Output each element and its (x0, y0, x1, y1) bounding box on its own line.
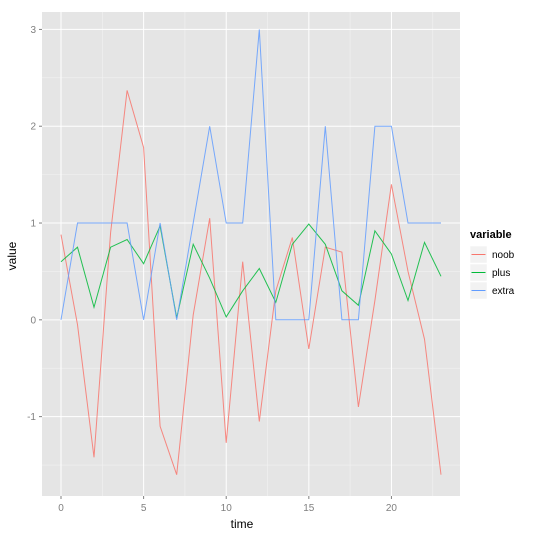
legend: variable noob plus extra (469, 229, 515, 300)
legend-title: variable (470, 229, 512, 241)
x-tick-label: 20 (386, 503, 398, 514)
series-line-extra (60, 29, 441, 321)
x-tick-label: 5 (141, 503, 147, 514)
series-line-plus (60, 223, 442, 319)
x-tick-label: 15 (303, 503, 315, 514)
minor-gridlines (42, 12, 460, 496)
x-axis-title: time (231, 517, 254, 531)
legend-label-extra: extra (492, 286, 515, 297)
legend-label-plus: plus (492, 268, 510, 279)
y-tick-label: 2 (30, 122, 36, 133)
x-tick-label: 0 (58, 503, 64, 514)
series-lines (60, 29, 442, 475)
y-axis-ticks: -1 0 1 2 3 (27, 25, 42, 423)
major-gridlines (42, 12, 460, 496)
y-tick-label: 0 (30, 315, 36, 326)
x-tick-label: 10 (221, 503, 233, 514)
x-axis-ticks: 0 5 10 15 20 (58, 496, 397, 514)
legend-label-noob: noob (492, 250, 515, 261)
y-tick-label: 3 (30, 25, 36, 36)
y-tick-label: -1 (27, 412, 36, 423)
series-line-noob (60, 90, 442, 475)
y-axis-title: value (5, 241, 19, 270)
y-tick-label: 1 (30, 219, 36, 230)
plot-panel (42, 12, 460, 496)
